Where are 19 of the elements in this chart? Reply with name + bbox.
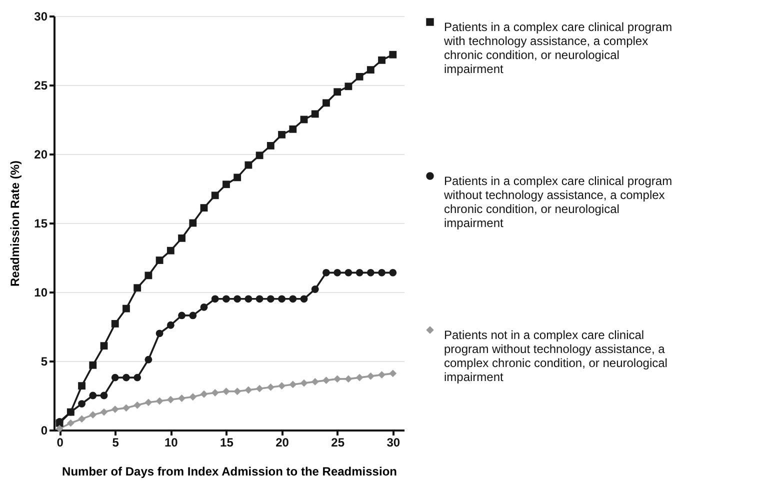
x-tick-label: 10 — [164, 436, 178, 450]
x-tick-label: 15 — [220, 436, 234, 450]
y-tick-label: 0 — [40, 424, 48, 438]
x-tick-label: 0 — [56, 436, 64, 450]
y-tick-label: 5 — [40, 354, 48, 368]
y-axis-title: Readmission Rate (%) — [8, 160, 22, 287]
y-tick-label: 30 — [34, 10, 48, 24]
y-tick-label: 15 — [34, 216, 48, 230]
x-tick-label: 20 — [276, 436, 290, 450]
legend-label: Patients in a complex care clinical program with technology assistance, a complex chronic condition, or neurological impairment — [443, 20, 672, 76]
y-tick-label: 25 — [34, 78, 48, 92]
legend-label: Patients not in a complex care clinical program without technology assistance, a complex chronic condition, or neurological impairment — [444, 328, 668, 384]
y-tick-label: 10 — [34, 286, 48, 300]
legend-label: Patients in a complex care clinical program without technology assistance, a complex chronic condition, or neurological impairment — [443, 174, 672, 230]
y-tick-label: 20 — [34, 148, 48, 162]
x-tick-label: 5 — [112, 436, 120, 450]
x-tick-label: 25 — [331, 436, 345, 450]
x-tick-label: 30 — [386, 436, 400, 450]
x-axis-title: Number of Days from Index Admission to the Readmission — [62, 464, 397, 478]
